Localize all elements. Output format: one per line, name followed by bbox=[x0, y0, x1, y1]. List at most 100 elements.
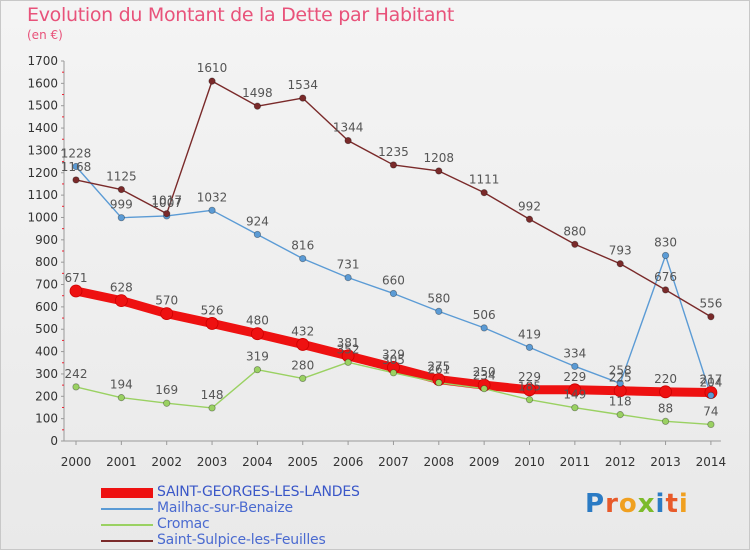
data-label: 74 bbox=[703, 404, 718, 418]
data-label: 261 bbox=[427, 363, 450, 377]
data-label: 1610 bbox=[197, 61, 228, 75]
data-label: 793 bbox=[609, 244, 632, 258]
data-label: 194 bbox=[110, 378, 133, 392]
data-point bbox=[616, 260, 624, 268]
legend-swatch bbox=[101, 540, 153, 542]
data-point bbox=[616, 411, 624, 419]
data-label: 1534 bbox=[287, 78, 318, 92]
x-tick-label: 2013 bbox=[650, 455, 681, 469]
x-tick-label: 2002 bbox=[151, 455, 182, 469]
x-tick-label: 2001 bbox=[106, 455, 137, 469]
data-label: 1007 bbox=[151, 196, 182, 210]
data-point bbox=[435, 379, 443, 387]
data-label: 580 bbox=[427, 291, 450, 305]
y-tick-label: 1000 bbox=[27, 210, 58, 224]
x-tick-label: 2004 bbox=[242, 455, 273, 469]
data-label: 999 bbox=[110, 198, 133, 212]
x-tick-label: 2008 bbox=[424, 455, 455, 469]
proxiti-logo: Proxiti bbox=[585, 489, 689, 519]
data-label: 660 bbox=[382, 273, 405, 287]
data-label: 628 bbox=[110, 281, 133, 295]
y-tick-label: 700 bbox=[35, 278, 58, 292]
data-label: 1125 bbox=[106, 170, 137, 184]
data-point bbox=[707, 420, 715, 429]
data-point bbox=[571, 362, 579, 370]
legend-label: SAINT-GEORGES-LES-LANDES bbox=[157, 484, 360, 500]
x-tick-label: 2007 bbox=[378, 455, 409, 469]
y-tick-label: 0 bbox=[50, 434, 58, 448]
data-point bbox=[661, 417, 670, 425]
data-point bbox=[571, 404, 579, 412]
data-point bbox=[389, 289, 398, 298]
data-point bbox=[72, 383, 80, 391]
data-label: 556 bbox=[699, 297, 722, 311]
data-label: 1235 bbox=[378, 145, 409, 159]
data-label: 217 bbox=[699, 372, 722, 386]
data-label: 148 bbox=[201, 388, 224, 402]
data-point bbox=[299, 255, 307, 263]
data-point bbox=[296, 338, 310, 351]
data-point bbox=[344, 273, 352, 282]
legend-label: Mailhac-sur-Benaize bbox=[157, 500, 293, 516]
data-label: 149 bbox=[563, 388, 586, 402]
data-point bbox=[616, 379, 624, 387]
y-tick-label: 200 bbox=[35, 389, 58, 403]
y-tick-label: 800 bbox=[35, 255, 58, 269]
y-tick-label: 1100 bbox=[27, 188, 58, 202]
data-label: 816 bbox=[291, 239, 314, 253]
data-point bbox=[253, 366, 261, 374]
data-label: 731 bbox=[337, 258, 360, 272]
data-label: 992 bbox=[518, 199, 541, 213]
data-label: 1344 bbox=[333, 121, 364, 135]
data-label: 419 bbox=[518, 327, 541, 341]
data-point bbox=[163, 399, 171, 407]
data-point bbox=[661, 251, 670, 260]
y-tick-label: 100 bbox=[35, 412, 58, 426]
data-point bbox=[480, 385, 488, 393]
data-point bbox=[568, 383, 582, 397]
data-label: 169 bbox=[155, 383, 178, 397]
data-label: 352 bbox=[337, 342, 360, 356]
y-tick-label: 600 bbox=[35, 300, 58, 314]
data-label: 676 bbox=[654, 270, 677, 284]
data-label: 275 bbox=[427, 360, 450, 374]
data-point bbox=[253, 102, 261, 110]
data-label: 1168 bbox=[61, 160, 92, 174]
data-point bbox=[344, 358, 352, 366]
chart-title: Evolution du Montant de la Dette par Hab… bbox=[27, 4, 455, 26]
data-label: 225 bbox=[609, 371, 632, 385]
data-label: 234 bbox=[473, 369, 496, 383]
data-label: 381 bbox=[337, 336, 360, 350]
data-label: 880 bbox=[563, 224, 586, 238]
data-point bbox=[72, 176, 80, 184]
data-label: 118 bbox=[609, 395, 632, 409]
x-tick-label: 2006 bbox=[333, 455, 364, 469]
data-point bbox=[253, 230, 261, 239]
data-point bbox=[117, 394, 125, 402]
data-point bbox=[208, 206, 216, 214]
x-tick-label: 2009 bbox=[469, 455, 500, 469]
data-label: 526 bbox=[201, 303, 224, 317]
x-tick-label: 2000 bbox=[61, 455, 92, 469]
data-point bbox=[163, 210, 171, 218]
data-label: 319 bbox=[246, 350, 269, 364]
data-point bbox=[523, 383, 536, 397]
legend-swatch bbox=[101, 488, 153, 498]
data-label: 229 bbox=[518, 370, 541, 384]
data-label: 1032 bbox=[197, 190, 228, 204]
data-point bbox=[707, 313, 715, 321]
data-label: 280 bbox=[291, 358, 314, 372]
data-point bbox=[114, 294, 128, 308]
data-label: 220 bbox=[654, 372, 677, 386]
data-label: 830 bbox=[654, 235, 677, 249]
y-tick-label: 1300 bbox=[27, 143, 58, 157]
y-tick-label: 1500 bbox=[27, 99, 58, 113]
data-point bbox=[525, 343, 534, 351]
data-label: 242 bbox=[65, 367, 88, 381]
data-label: 1208 bbox=[424, 151, 455, 165]
data-label: 329 bbox=[382, 347, 405, 361]
data-label: 671 bbox=[65, 271, 88, 285]
data-point bbox=[205, 317, 219, 330]
